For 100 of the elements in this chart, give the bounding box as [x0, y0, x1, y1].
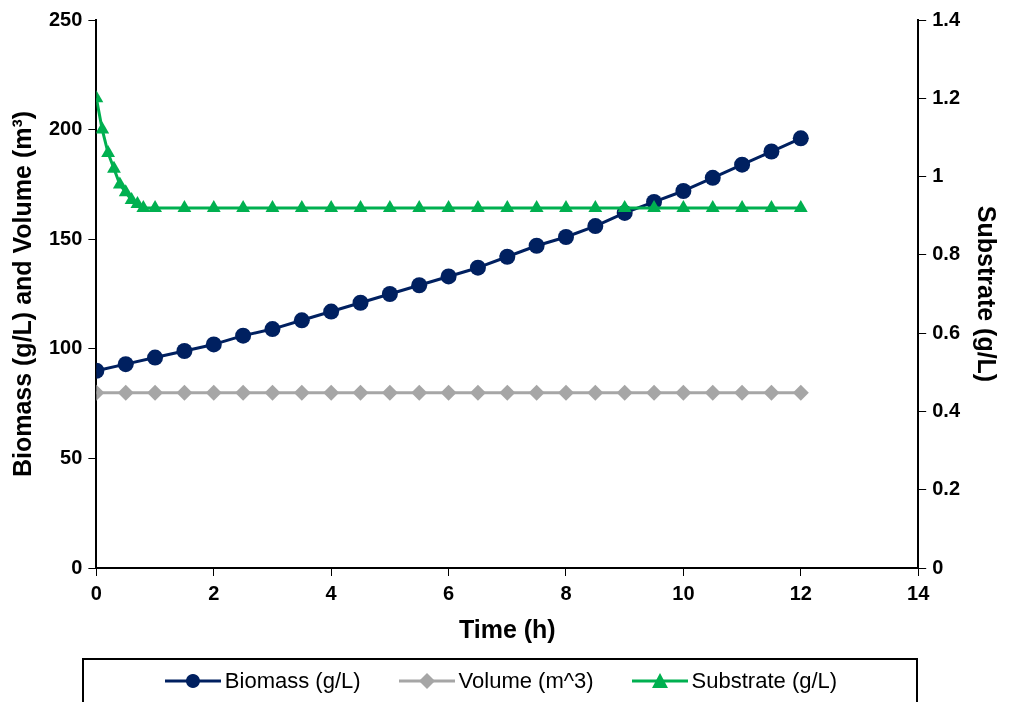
- point: [206, 199, 221, 212]
- point: [587, 218, 604, 235]
- legend-label: Volume (m^3): [458, 668, 594, 694]
- point: [136, 199, 151, 212]
- point: [205, 384, 222, 401]
- x-axis-title: Time (h): [458, 614, 556, 643]
- point: [118, 184, 133, 197]
- y-axis-title: Biomass (g/L) and Volume (m³): [7, 110, 36, 478]
- point: [646, 384, 663, 401]
- point: [205, 336, 222, 353]
- x-tick-label: 2: [208, 581, 220, 604]
- point: [236, 199, 251, 212]
- x-tick-label: 0: [90, 581, 102, 604]
- point: [294, 199, 309, 212]
- point: [792, 130, 809, 147]
- point: [323, 384, 340, 401]
- point: [792, 384, 809, 401]
- point: [235, 384, 252, 401]
- point: [557, 229, 574, 246]
- point: [440, 268, 457, 285]
- point: [675, 182, 692, 199]
- point: [499, 248, 516, 265]
- point: [177, 199, 192, 212]
- point: [381, 286, 398, 302]
- point: [764, 199, 779, 212]
- point: [763, 143, 780, 160]
- point: [148, 199, 162, 212]
- point: [647, 199, 661, 212]
- point: [559, 199, 573, 212]
- y2-tick-label: 1: [932, 164, 944, 187]
- point: [676, 199, 691, 212]
- y-tick-label: 0: [71, 555, 83, 578]
- y2-tick-label: 0: [932, 555, 944, 578]
- point: [352, 384, 369, 401]
- point: [440, 384, 457, 401]
- point: [471, 199, 485, 212]
- y2-tick-label: 0.8: [932, 242, 961, 265]
- point: [264, 321, 281, 338]
- point: [735, 199, 750, 212]
- point: [96, 121, 110, 134]
- point: [381, 384, 398, 401]
- point: [412, 199, 427, 212]
- point: [101, 145, 116, 158]
- y2-tick-label: 0.6: [932, 320, 961, 343]
- point: [675, 384, 692, 401]
- point: [763, 384, 780, 401]
- point: [529, 199, 544, 212]
- point: [793, 199, 808, 212]
- point: [265, 199, 280, 212]
- point: [587, 384, 604, 401]
- point: [528, 237, 545, 254]
- point: [293, 384, 310, 401]
- y-tick-label: 250: [48, 7, 83, 30]
- point: [500, 199, 515, 212]
- point: [557, 384, 574, 401]
- legend-label: Biomass (g/L): [224, 668, 361, 694]
- y2-tick-label: 0.2: [932, 477, 961, 500]
- point: [705, 199, 720, 212]
- point: [469, 259, 486, 276]
- point: [353, 199, 368, 212]
- point: [441, 199, 456, 212]
- point: [734, 384, 751, 401]
- point: [617, 199, 632, 212]
- point: [528, 384, 545, 401]
- point: [616, 384, 633, 401]
- x-tick-label: 14: [907, 581, 931, 604]
- point: [117, 384, 134, 401]
- x-tick-label: 4: [325, 581, 338, 604]
- point: [411, 384, 428, 401]
- point: [235, 327, 252, 344]
- x-tick-label: 6: [443, 581, 455, 604]
- point: [176, 384, 193, 401]
- point: [176, 342, 193, 359]
- x-tick-label: 12: [789, 581, 812, 604]
- point: [704, 169, 721, 186]
- point: [499, 384, 516, 401]
- point: [323, 303, 340, 320]
- y-tick-label: 200: [48, 117, 83, 140]
- point: [293, 312, 310, 329]
- y-tick-label: 150: [48, 226, 83, 249]
- point: [411, 277, 428, 294]
- point: [147, 349, 164, 366]
- point: [117, 356, 134, 373]
- point: [588, 199, 603, 212]
- y2-tick-label: 1.2: [932, 85, 961, 108]
- point: [382, 199, 397, 212]
- x-tick-label: 8: [560, 581, 572, 604]
- y-tick-label: 50: [60, 445, 83, 468]
- point: [107, 160, 121, 173]
- point: [147, 384, 164, 401]
- point: [734, 156, 751, 173]
- legend-label: Substrate (g/L): [691, 668, 838, 694]
- y-tick-label: 100: [48, 336, 83, 359]
- y2-tick-label: 0.4: [932, 398, 961, 421]
- point: [704, 384, 721, 401]
- y2-axis-title: Substrate (g/L): [973, 205, 1002, 383]
- x-tick-label: 10: [672, 581, 695, 604]
- point: [264, 384, 281, 401]
- y2-tick-label: 1.4: [932, 7, 961, 30]
- point: [324, 199, 339, 212]
